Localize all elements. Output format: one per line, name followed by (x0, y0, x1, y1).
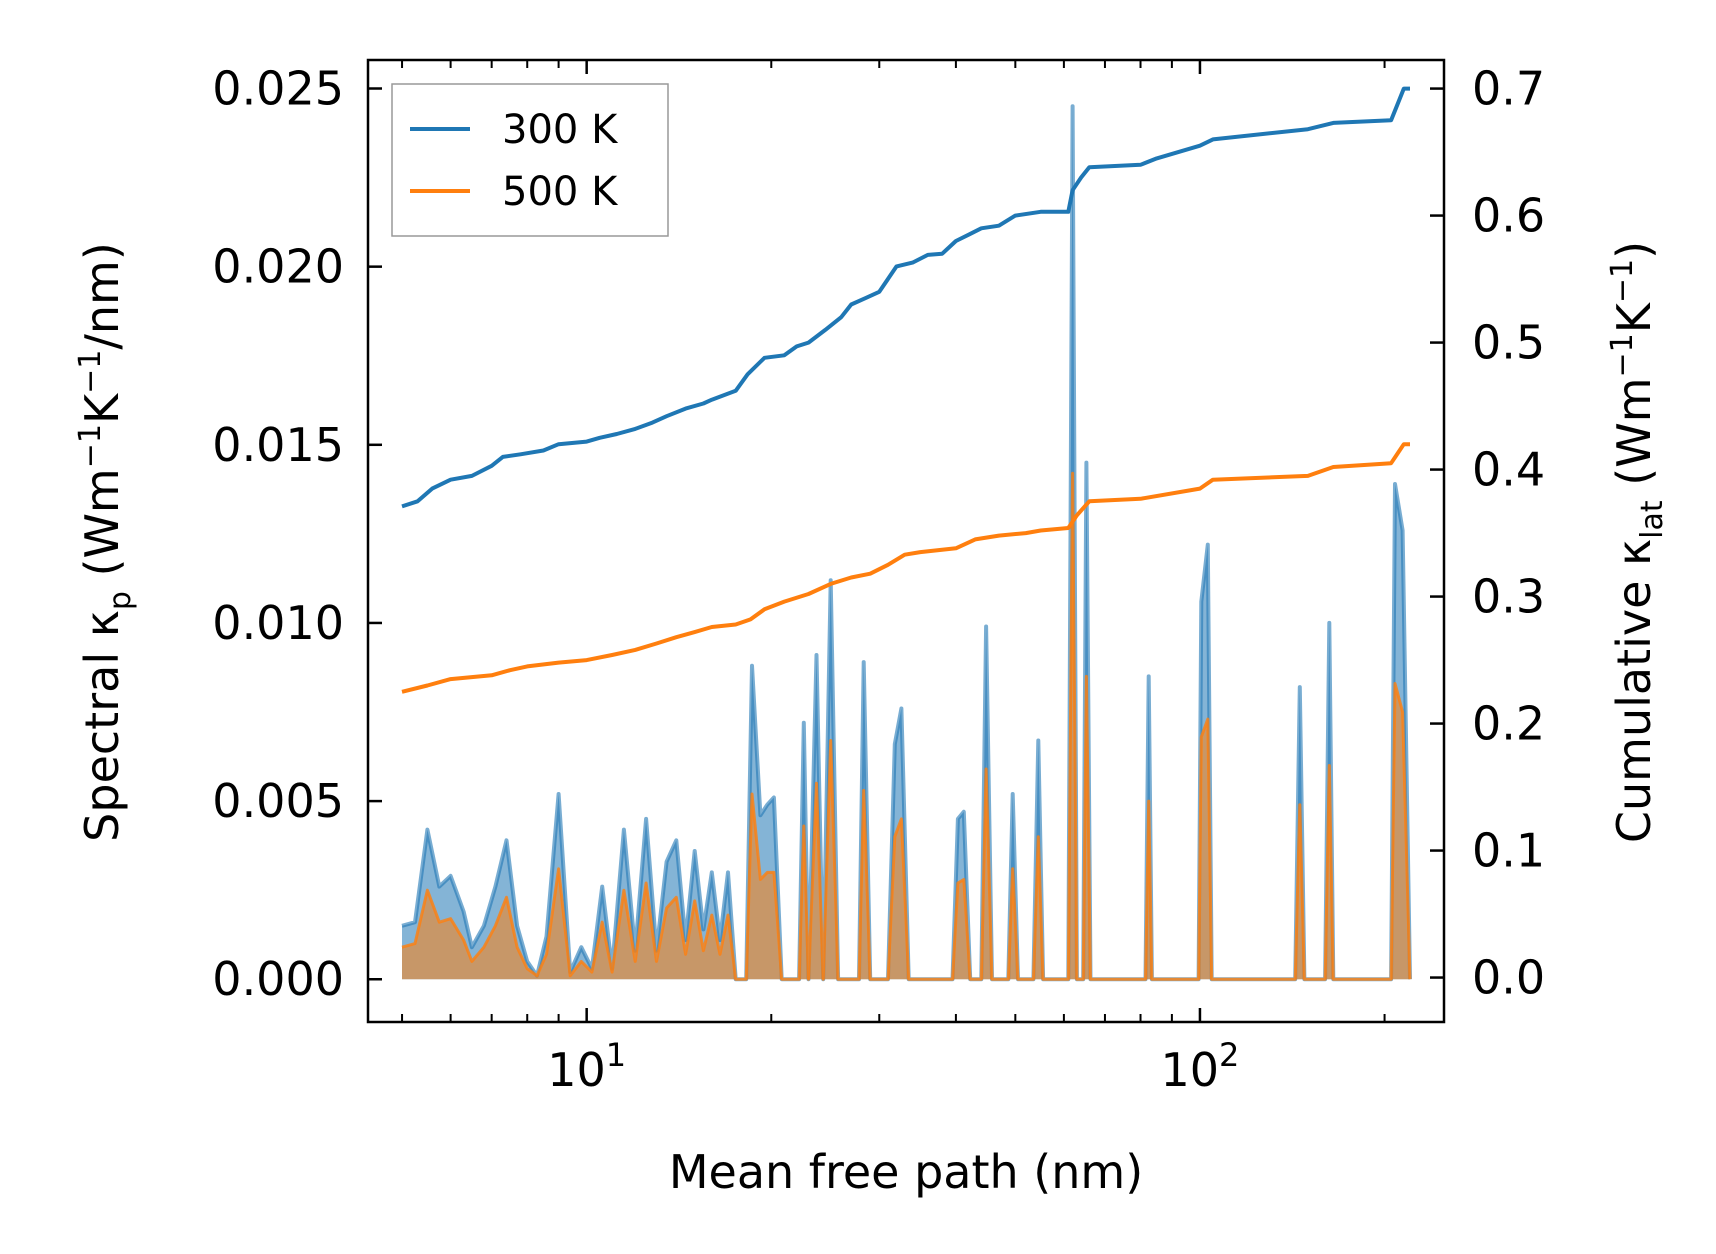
spectral-area-500k (401, 471, 1412, 981)
x-tick-label: 101 (547, 1036, 626, 1097)
y-right-tick-label: 0.4 (1472, 443, 1545, 497)
legend: 300 K 500 K (391, 83, 669, 237)
legend-box (391, 83, 669, 237)
y-right-tick-label: 0.6 (1472, 189, 1545, 243)
legend-label-500k: 500 K (502, 169, 619, 215)
tick-labels: 0.000 0.005 0.010 0.015 0.020 0.025 0.0 0.1 0.2 0… (212, 62, 1545, 1097)
right-axis-title: Cumulative κlat (Wm−1K−1) (1605, 241, 1670, 843)
left-axis-title: Spectral κp (Wm−1K−1/nm) (73, 242, 138, 842)
cumulative-lines (401, 86, 1410, 694)
plot-frame (366, 58, 1446, 1024)
axis-ticks (368, 60, 1444, 1022)
spectral-edge-300k (401, 104, 1412, 982)
y-right-tick-label: 0.5 (1472, 316, 1545, 370)
plot-area (401, 86, 1412, 982)
x-axis-title: Mean free path (nm) (669, 1145, 1143, 1199)
y-left-tick-label: 0.020 (212, 240, 344, 294)
legend-label-300k: 300 K (502, 107, 619, 153)
y-right-tick-label: 0.1 (1472, 824, 1545, 878)
spectral-edge-500k (401, 471, 1412, 981)
y-left-tick-label: 0.000 (212, 952, 344, 1006)
x-tick-label: 102 (1160, 1036, 1239, 1097)
y-left-tick-label: 0.025 (212, 62, 344, 116)
spectral-fill-500k (402, 473, 1410, 980)
y-left-tick-label: 0.005 (212, 774, 344, 828)
spectral-fill-300k (402, 106, 1410, 980)
y-left-tick-label: 0.015 (212, 418, 344, 472)
y-left-tick-label: 0.010 (212, 596, 344, 650)
cumulative-line-300k (401, 86, 1410, 509)
y-right-tick-label: 0.7 (1472, 62, 1545, 116)
y-right-tick-label: 0.2 (1472, 697, 1545, 751)
y-right-tick-label: 0.3 (1472, 570, 1545, 624)
spectral-area-300k (401, 104, 1412, 982)
cumulative-line-500k (401, 442, 1410, 694)
y-right-tick-label: 0.0 (1472, 951, 1545, 1005)
